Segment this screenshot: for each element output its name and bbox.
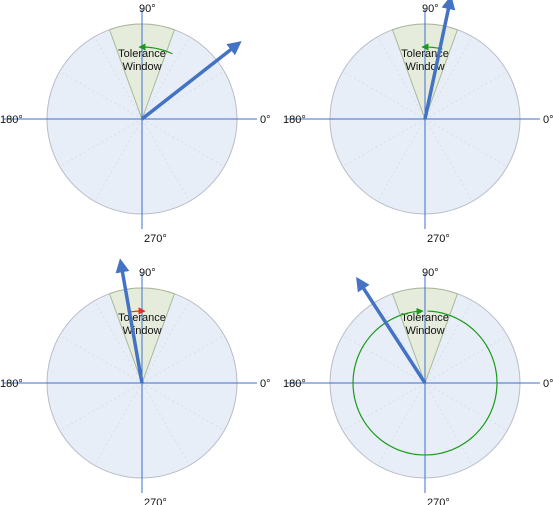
label-0: 0° <box>543 378 553 390</box>
guide-line <box>424 336 506 384</box>
guide-line <box>61 118 143 166</box>
tolerance-window-label-line1: Tolerance <box>401 48 449 60</box>
tolerance-window-label-line2: Window <box>122 61 161 73</box>
pointer-arrow <box>140 41 242 121</box>
label-270: 270° <box>427 497 450 505</box>
guide-line <box>424 118 506 166</box>
guide-line <box>344 336 426 384</box>
rotation-arc <box>138 43 173 55</box>
pointer-arrow <box>423 0 456 120</box>
guide-line <box>141 118 189 200</box>
pointer-arrow <box>115 258 144 384</box>
tolerance-window-label-line1: Tolerance <box>118 48 166 60</box>
guide-line <box>95 38 143 120</box>
guide-line <box>424 38 472 120</box>
tolerance-window-label-line2: Window <box>405 325 444 337</box>
guide-line <box>424 382 472 464</box>
label-0: 0° <box>543 114 553 126</box>
guide-line <box>61 336 143 384</box>
rotation-arc <box>352 307 498 456</box>
guide-line <box>141 382 223 430</box>
label-180: 180° <box>0 114 23 126</box>
label-90: 90° <box>422 3 439 15</box>
guide-line <box>344 118 426 166</box>
pointer-arrow <box>356 276 427 384</box>
tolerance-window-label-line2: Window <box>122 325 161 337</box>
guide-line <box>424 72 506 120</box>
tolerance-window-label-line2: Window <box>405 61 444 73</box>
guide-line <box>141 118 223 166</box>
guide-line <box>344 72 426 120</box>
guide-line <box>378 38 426 120</box>
label-270: 270° <box>427 233 450 245</box>
guide-line <box>424 118 472 200</box>
guide-line <box>95 118 143 200</box>
guide-line <box>424 302 472 384</box>
tolerance-window-label-line1: Tolerance <box>118 312 166 324</box>
guide-line <box>61 72 143 120</box>
guide-line <box>141 336 223 384</box>
label-180: 180° <box>0 378 23 390</box>
guide-line <box>95 302 143 384</box>
guide-line <box>378 118 426 200</box>
label-90: 90° <box>139 3 156 15</box>
guide-line <box>344 382 426 430</box>
guide-line <box>95 382 143 464</box>
label-90: 90° <box>422 267 439 279</box>
guide-line <box>141 302 189 384</box>
label-0: 0° <box>260 378 271 390</box>
label-90: 90° <box>139 267 156 279</box>
tolerance-window-label-line1: Tolerance <box>401 312 449 324</box>
guide-line <box>61 382 143 430</box>
label-180: 180° <box>283 378 306 390</box>
guide-line <box>141 382 189 464</box>
label-270: 270° <box>144 497 167 505</box>
guide-line <box>378 382 426 464</box>
guide-line <box>141 72 223 120</box>
label-0: 0° <box>260 114 271 126</box>
guide-line <box>424 382 506 430</box>
guide-line <box>141 38 189 120</box>
label-180: 180° <box>283 114 306 126</box>
label-270: 270° <box>144 233 167 245</box>
